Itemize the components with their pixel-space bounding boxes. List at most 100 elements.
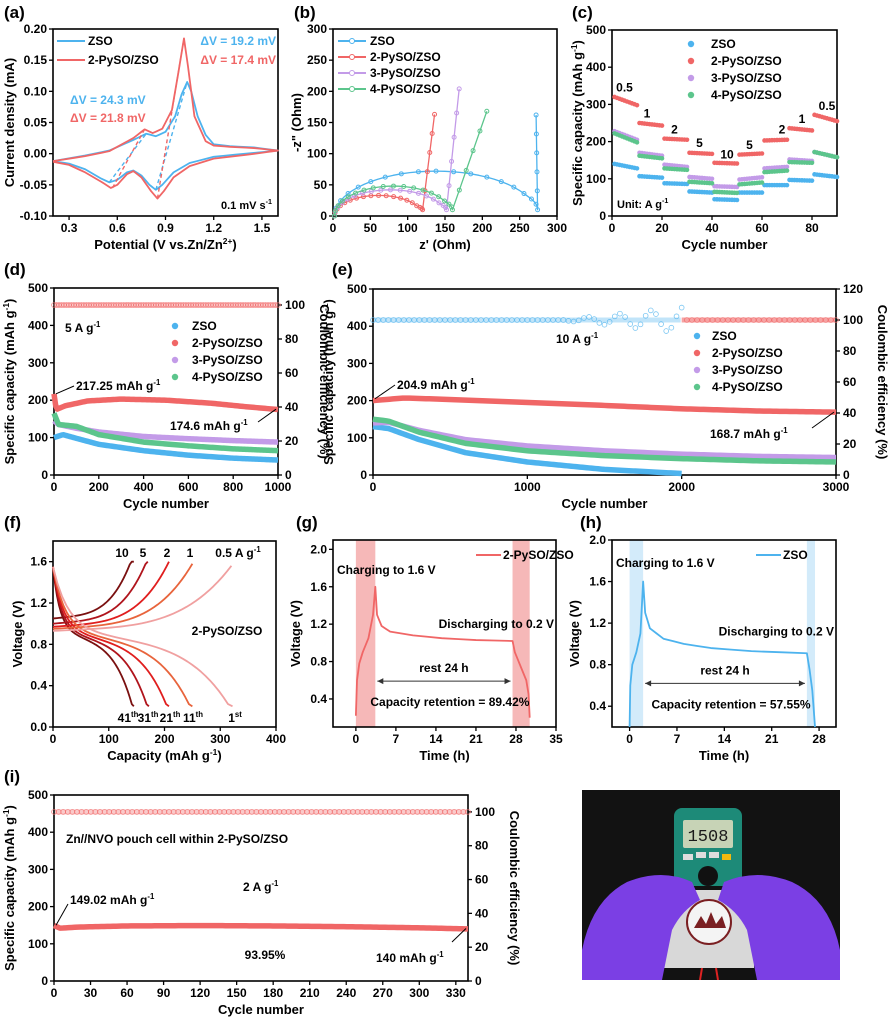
- peak-connector: [156, 38, 185, 199]
- eis-point: [420, 207, 426, 213]
- x-tick-label: 270: [373, 986, 393, 1000]
- y-tick-label: 500: [586, 23, 606, 37]
- y-tick-label: 0: [360, 468, 367, 482]
- rest-arrow-head: [377, 678, 384, 685]
- legend-label: 4-PySO/ZSO: [712, 380, 783, 394]
- eis-point: [398, 171, 404, 177]
- meter-button: [683, 854, 693, 860]
- y-tick-label: 0.4: [589, 699, 606, 713]
- panel-label: (b): [294, 3, 316, 22]
- legend-label: 3-PySO/ZSO: [711, 71, 782, 85]
- rate-point: [784, 182, 790, 188]
- rest-label: rest 24 h: [419, 661, 468, 675]
- plot-frame: [53, 794, 469, 982]
- x-tick-label: 21: [469, 732, 483, 746]
- rate-point: [734, 197, 740, 203]
- capacity-series: [372, 423, 683, 477]
- x-tick-label: 40: [705, 221, 719, 235]
- capacity-series: [52, 922, 469, 932]
- eis-point: [429, 130, 435, 136]
- plot-frame: [53, 287, 279, 476]
- eis-point: [449, 204, 455, 210]
- capacity-line: [372, 395, 837, 415]
- x-tick-label: 0.9: [157, 221, 174, 235]
- y-tick-label: 0.00: [24, 147, 48, 161]
- rate-point: [709, 176, 715, 182]
- capacity-line: [372, 416, 837, 465]
- chart-h-self-discharge: (h) 0 7 14 21 28 0.4 0.8 1.2 1.6 2.0 Time (h) Voltag…: [567, 513, 837, 763]
- rate-series: [612, 131, 840, 196]
- eis-point: [368, 179, 374, 185]
- capacity-series: [51, 393, 280, 413]
- eis-point: [451, 134, 457, 140]
- eis-point: [380, 184, 386, 190]
- ce-point: [647, 307, 654, 314]
- ce-point: [601, 321, 608, 328]
- y-tick-label: 0.10: [24, 84, 48, 98]
- x-axis-label: Time (h): [699, 748, 749, 763]
- legend-marker: [687, 57, 695, 65]
- y-axis-label: Current density (mA): [2, 58, 17, 187]
- x-tick-label: 330: [446, 986, 466, 1000]
- legend-label: ZSO: [192, 319, 217, 333]
- rate-point: [759, 175, 765, 180]
- chart-a-cv: (a) 0.3 0.6 0.9 1.2 1.5 -0.10 -0.05 0.00 0.05 0.10…: [2, 3, 279, 252]
- legend-marker: [349, 54, 355, 60]
- unit-label: Unit: A g-1: [617, 197, 668, 211]
- charge-curve: [52, 561, 149, 625]
- x-tick-label: 0.3: [61, 221, 78, 235]
- eis-point: [470, 148, 476, 154]
- rate-point: [634, 140, 640, 145]
- capacity-line: [51, 393, 280, 413]
- eis-point: [484, 174, 490, 180]
- rate-point: [834, 174, 840, 180]
- y-tick-label: 200: [586, 135, 606, 149]
- rate-point: [809, 178, 815, 183]
- red-wire: [699, 967, 703, 981]
- y-axis-label: Voltage (V): [567, 600, 582, 667]
- charge-annotation: Charging to 1.6 V: [616, 556, 715, 570]
- ce-point: [658, 321, 664, 327]
- y-tick-label: 200: [307, 84, 327, 98]
- chart-c-rate: (c) 0 20 40 60 80 0 100 200 300 400 500 Cycle number…: [569, 3, 840, 252]
- coulombic-efficiency-series: [370, 304, 839, 334]
- x-tick-label: 28: [509, 732, 523, 746]
- sample-label: 2-PySO/ZSO: [192, 624, 263, 638]
- discharge-curve: [52, 566, 135, 707]
- x-tick-label: 800: [223, 480, 243, 494]
- y-tick-label: 500: [28, 788, 48, 802]
- eis-point: [446, 183, 452, 189]
- y-right-tick-label: 20: [475, 940, 489, 954]
- eis-point: [484, 108, 490, 114]
- dv-annotation: ΔV = 24.3 mV: [70, 93, 146, 107]
- y-tick-label: 0.15: [24, 53, 48, 67]
- left-glove: [582, 875, 700, 980]
- x-axis-label: Time (h): [419, 748, 469, 763]
- x-tick-label: 0: [353, 732, 360, 746]
- x-tick-label: 14: [429, 732, 443, 746]
- y-tick-label: 0.8: [30, 637, 47, 651]
- x-axis-label: z' (Ohm): [419, 237, 470, 252]
- highlight-band: [806, 540, 816, 727]
- y-tick-label: 0.0: [30, 720, 47, 734]
- rate-label: 5: [746, 138, 753, 152]
- panel-label: (d): [4, 260, 26, 279]
- panel-label: (c): [572, 3, 593, 22]
- ce-point: [465, 809, 471, 815]
- ce-point: [575, 317, 582, 324]
- eis-point: [397, 187, 403, 193]
- rate-label: 0.5: [616, 80, 633, 94]
- annotation-arrow: [55, 385, 75, 395]
- eis-point: [383, 193, 389, 199]
- right-glove: [718, 875, 840, 980]
- eis-point: [387, 187, 393, 193]
- eis-point: [398, 195, 404, 201]
- capacity-line: [52, 432, 280, 463]
- capacity-series: [372, 416, 837, 465]
- y-tick-label: 0.4: [30, 679, 47, 693]
- annotation-arrow: [811, 411, 835, 429]
- cycle-label: 1st: [228, 710, 242, 725]
- y-tick-label: 200: [347, 394, 367, 408]
- ce-band: [55, 302, 277, 308]
- legend-label: 2-PySO/ZSO: [370, 50, 441, 64]
